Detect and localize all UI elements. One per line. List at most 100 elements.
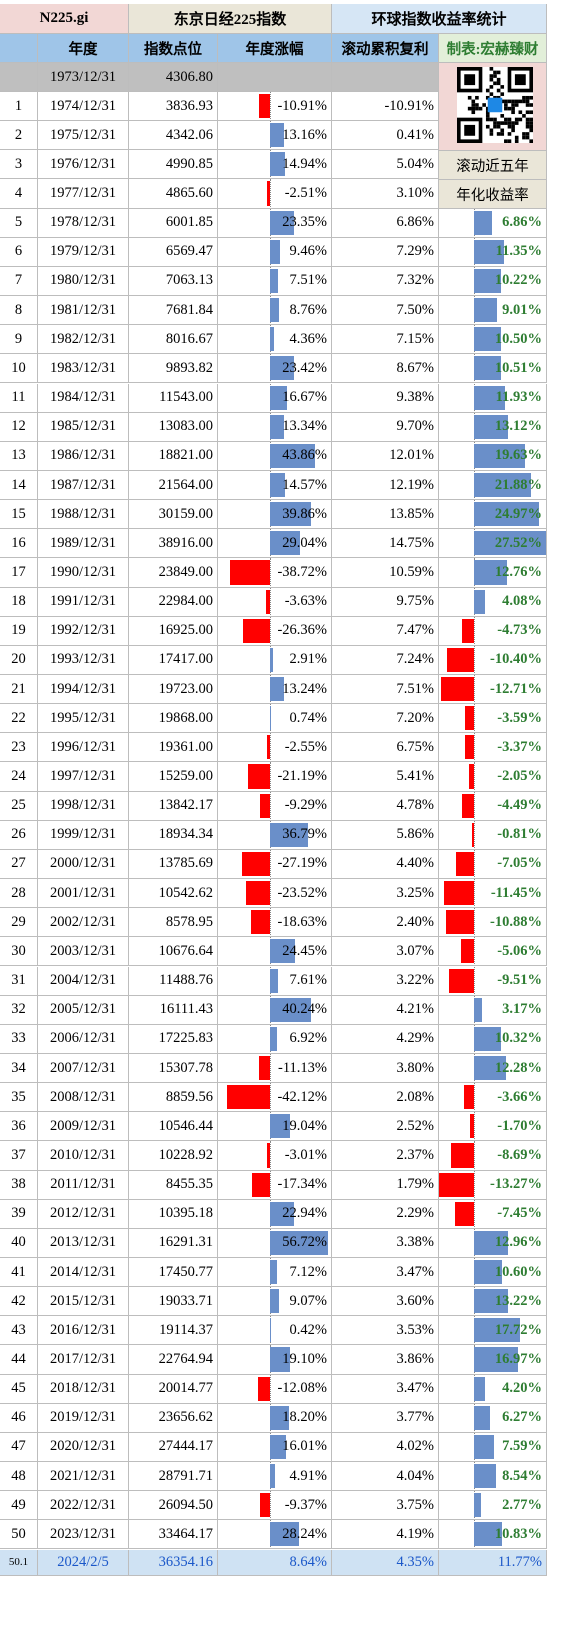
rolling-value: -0.81% xyxy=(497,826,542,843)
row-number: 15 xyxy=(0,500,38,530)
row-cagr: 6.86% xyxy=(332,208,439,238)
change-bar xyxy=(230,560,270,585)
last-row-index: 36354.16 xyxy=(129,1549,218,1576)
row-date: 1974/12/31 xyxy=(38,92,129,122)
row-cagr: 3.22% xyxy=(332,966,439,996)
row-number: 46 xyxy=(0,1403,38,1433)
row-date: 2022/12/31 xyxy=(38,1491,129,1521)
change-bar xyxy=(270,1347,290,1372)
row-index: 23849.00 xyxy=(129,558,218,588)
row-cagr: 12.01% xyxy=(332,441,439,471)
row-change: 4.36% xyxy=(218,325,332,355)
row-rolling: 17.72% xyxy=(439,1316,547,1346)
base-row-date: 1973/12/31 xyxy=(38,63,129,92)
row-index: 6001.85 xyxy=(129,208,218,238)
row-number: 26 xyxy=(0,820,38,850)
rolling-value: -3.37% xyxy=(497,738,542,755)
row-index: 13842.17 xyxy=(129,791,218,821)
row-rolling: -3.66% xyxy=(439,1083,547,1113)
row-cagr: 5.41% xyxy=(332,762,439,792)
row-date: 1985/12/31 xyxy=(38,412,129,442)
rolling-bar xyxy=(460,939,474,964)
row-rolling: 13.22% xyxy=(439,1287,547,1317)
change-value: -18.63% xyxy=(277,913,327,930)
row-number: 48 xyxy=(0,1462,38,1492)
change-value: -26.36% xyxy=(277,622,327,639)
row-rolling: 21.88% xyxy=(439,470,547,501)
row-rolling: -10.40% xyxy=(439,645,547,675)
row-number: 14 xyxy=(0,470,38,501)
row-number: 2 xyxy=(0,121,38,151)
row-date: 2008/12/31 xyxy=(38,1083,129,1113)
row-cagr: 2.29% xyxy=(332,1199,439,1229)
row-cagr: 3.53% xyxy=(332,1316,439,1346)
change-value: 36.79% xyxy=(282,826,327,843)
row-rolling: 10.50% xyxy=(439,325,547,355)
row-date: 1981/12/31 xyxy=(38,296,129,326)
row-change: 13.16% xyxy=(218,121,332,151)
row-cagr: 3.47% xyxy=(332,1258,439,1288)
rolling-value: -13.27% xyxy=(490,1176,542,1193)
rolling-value: 12.96% xyxy=(494,1234,542,1251)
rolling-baseline xyxy=(474,762,475,791)
change-value: 16.67% xyxy=(282,389,327,406)
rolling-bar xyxy=(449,968,474,993)
row-index: 3836.93 xyxy=(129,92,218,122)
rolling-bar xyxy=(474,298,498,323)
rolling-bar xyxy=(474,560,508,585)
row-rolling: 6.86% xyxy=(439,208,547,238)
rolling-bar xyxy=(444,881,474,906)
row-date: 2011/12/31 xyxy=(38,1170,129,1200)
change-value: 28.24% xyxy=(282,1525,327,1542)
change-value: 13.16% xyxy=(282,126,327,143)
change-value: 24.45% xyxy=(282,942,327,959)
row-date: 1988/12/31 xyxy=(38,500,129,530)
rolling-value: -1.70% xyxy=(497,1117,542,1134)
change-bar xyxy=(270,268,278,294)
row-rolling: -9.51% xyxy=(439,966,547,996)
rolling-header-line2: 年化收益率 xyxy=(439,180,547,209)
row-index: 18821.00 xyxy=(129,441,218,471)
row-change: -12.08% xyxy=(218,1374,332,1404)
row-rolling: -11.45% xyxy=(439,879,547,909)
row-rolling: 16.97% xyxy=(439,1345,547,1375)
row-date: 1976/12/31 xyxy=(38,150,129,180)
row-cagr: 4.78% xyxy=(332,791,439,821)
change-value: -2.55% xyxy=(284,738,327,755)
row-index: 17450.77 xyxy=(129,1258,218,1288)
change-value: 23.35% xyxy=(282,214,327,231)
change-bar xyxy=(226,1085,270,1110)
rolling-baseline xyxy=(474,1141,475,1170)
row-index: 21564.00 xyxy=(129,470,218,501)
row-date: 2013/12/31 xyxy=(38,1228,129,1258)
change-bar xyxy=(266,1143,270,1168)
row-rolling: 19.63% xyxy=(439,441,547,471)
change-bar xyxy=(270,327,275,352)
row-rolling: 3.17% xyxy=(439,995,547,1025)
row-date: 1986/12/31 xyxy=(38,441,129,471)
row-date: 2020/12/31 xyxy=(38,1432,129,1463)
row-cagr: 3.86% xyxy=(332,1345,439,1375)
change-value: -3.63% xyxy=(284,593,327,610)
change-value: -3.01% xyxy=(284,1146,327,1163)
rolling-bar xyxy=(462,793,474,818)
row-index: 8455.35 xyxy=(129,1170,218,1200)
row-date: 2001/12/31 xyxy=(38,879,129,909)
last-row-rolling: 11.77% xyxy=(439,1549,547,1576)
rolling-value: 17.72% xyxy=(494,1321,542,1338)
row-rolling: -12.71% xyxy=(439,675,547,705)
row-change: -23.52% xyxy=(218,879,332,909)
row-date: 1980/12/31 xyxy=(38,266,129,297)
change-value: -2.51% xyxy=(284,185,327,201)
rolling-value: -5.06% xyxy=(497,942,542,959)
change-bar xyxy=(270,152,286,177)
row-index: 10228.92 xyxy=(129,1141,218,1171)
row-cagr: 3.80% xyxy=(332,1053,439,1084)
row-date: 1992/12/31 xyxy=(38,616,129,646)
rolling-bar xyxy=(474,589,485,614)
row-date: 1982/12/31 xyxy=(38,325,129,355)
row-change: 7.61% xyxy=(218,966,332,996)
row-cagr: 8.67% xyxy=(332,354,439,384)
row-date: 1983/12/31 xyxy=(38,354,129,384)
row-index: 23656.62 xyxy=(129,1403,218,1433)
